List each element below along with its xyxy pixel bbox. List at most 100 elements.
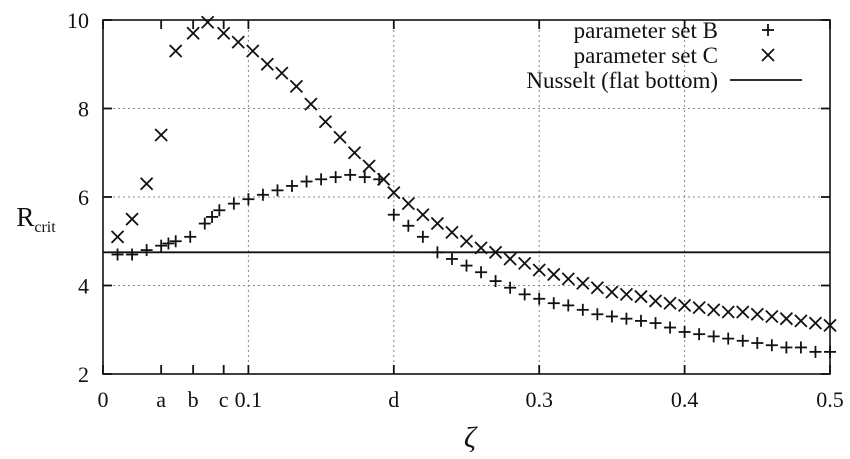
point-set-c	[590, 281, 604, 295]
point-set-c-b	[304, 97, 318, 111]
point-set-b	[794, 341, 807, 354]
point-set-b	[431, 246, 444, 259]
x-tick-label: 0.4	[671, 387, 699, 412]
plot-frame	[102, 19, 831, 375]
point-set-c-b	[430, 216, 445, 231]
point-set-b	[707, 330, 720, 343]
point-set-c-b	[201, 15, 215, 29]
x-axis-title: ζ	[464, 421, 478, 454]
point-set-b	[460, 259, 473, 272]
point-set-b	[184, 230, 197, 243]
point-set-c	[692, 300, 706, 315]
point-set-c	[779, 312, 794, 326]
point-set-b	[504, 281, 517, 294]
legend: parameter set B parameter set C Nusselt …	[526, 18, 802, 93]
point-set-b	[140, 244, 153, 257]
x-tick-label: 0.1	[235, 387, 263, 412]
point-set-c-b	[794, 314, 808, 328]
point-set-c	[110, 230, 125, 244]
point-set-c-b	[260, 57, 274, 71]
point-set-c-b	[445, 225, 459, 240]
point-set-c	[677, 298, 692, 313]
y-tick-label: 6	[78, 185, 89, 210]
point-set-c-b	[721, 305, 735, 319]
point-set-c	[765, 309, 779, 324]
y-tick-label: 2	[78, 362, 89, 387]
point-set-c-b	[779, 312, 794, 326]
axis-ticks: 0 a b c 0.1 d 0.3 0.4 0.5 2 4 6 8 10	[67, 8, 844, 412]
point-set-b	[547, 297, 560, 310]
point-set-b	[402, 219, 415, 232]
point-set-c	[736, 305, 750, 319]
point-set-c-b	[518, 256, 532, 271]
y-axis-title: Rcrit	[16, 202, 56, 236]
point-set-b	[126, 248, 139, 261]
legend-label-nusselt: Nusselt (flat bottom)	[526, 68, 718, 93]
point-set-b	[809, 345, 822, 358]
point-set-c-b	[663, 296, 677, 310]
point-set-c-b	[387, 185, 401, 200]
point-set-c-b	[547, 267, 561, 282]
y-axis-title-subscript: crit	[34, 219, 56, 236]
point-set-c	[663, 296, 677, 310]
point-set-c-b	[590, 281, 604, 295]
point-set-c-b	[808, 316, 823, 330]
point-set-c	[289, 79, 304, 94]
point-set-c	[154, 128, 168, 142]
point-set-c	[532, 263, 546, 277]
point-set-c-b	[605, 285, 619, 299]
point-set-c	[576, 276, 590, 290]
point-set-b	[751, 337, 764, 350]
point-set-c	[561, 272, 575, 286]
point-set-b	[315, 173, 328, 186]
x-tick-label: 0.5	[816, 387, 844, 412]
point-set-c	[186, 26, 200, 40]
point-set-b	[271, 184, 284, 197]
point-set-c	[217, 26, 231, 40]
point-set-c-b	[634, 289, 648, 304]
point-set-c-b	[561, 272, 575, 286]
point-set-c	[794, 314, 808, 328]
point-set-c	[619, 287, 634, 301]
point-set-b	[678, 325, 691, 338]
point-set-b	[722, 332, 735, 345]
point-set-b	[649, 317, 662, 330]
point-set-c	[246, 44, 260, 58]
point-set-c	[518, 256, 532, 271]
point-set-c	[750, 307, 764, 321]
point-set-c-b	[333, 130, 347, 144]
point-set-c-b	[750, 307, 764, 321]
point-set-c-b	[576, 276, 590, 290]
point-set-c-b	[347, 146, 362, 160]
point-set-b	[634, 314, 647, 327]
x-tick-label: 0	[98, 387, 109, 412]
legend-cross-marker	[761, 48, 775, 62]
point-set-c	[201, 15, 215, 29]
point-set-c-b	[736, 305, 750, 319]
point-set-c	[648, 294, 663, 308]
point-set-c-b	[765, 309, 779, 324]
x-tick-label: a	[156, 387, 166, 412]
point-set-c	[275, 66, 289, 80]
point-set-c-b	[186, 26, 200, 40]
legend-label-parameter-set-b: parameter set B	[574, 18, 718, 43]
data-marks	[110, 15, 837, 358]
legend-plus-marker	[762, 24, 774, 36]
point-set-c	[125, 212, 139, 226]
point-set-b	[329, 171, 342, 184]
point-set-c-b	[125, 212, 139, 226]
point-set-b	[162, 237, 175, 250]
point-set-b	[445, 252, 458, 265]
point-set-b	[169, 235, 182, 248]
point-set-b	[664, 321, 677, 334]
point-set-b	[620, 312, 633, 325]
point-set-c	[139, 177, 154, 191]
legend-cross-glyph-b	[761, 48, 775, 62]
point-set-c-b	[401, 197, 415, 211]
point-set-b	[416, 230, 429, 243]
point-set-c	[605, 285, 619, 299]
point-set-c-b	[110, 230, 125, 244]
point-set-b	[591, 308, 604, 321]
point-set-c	[445, 225, 459, 240]
